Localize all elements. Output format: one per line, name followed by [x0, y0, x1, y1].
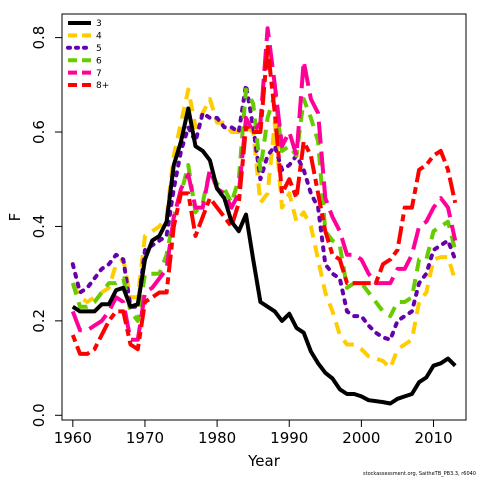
x-tick-label: 1980	[198, 429, 236, 447]
legend-label: 6	[96, 56, 102, 66]
y-tick-label: 0.6	[30, 120, 48, 144]
x-axis-title: Year	[247, 452, 281, 470]
y-tick-label: 0.8	[30, 26, 48, 50]
x-tick-label: 1970	[126, 429, 164, 447]
series-line-4	[71, 87, 458, 371]
legend: 3 4 5 6 7 8+	[66, 19, 109, 91]
legend-label: 4	[96, 32, 102, 42]
plot-frame	[61, 13, 467, 421]
axes-layer: 1960 1970 1980 1990 2000 2010 0.0 0.2 0.4 0.6 0.8	[30, 26, 453, 447]
y-tick-label: 0.0	[30, 403, 48, 427]
legend-label: 5	[96, 44, 102, 54]
x-tick-label: 1990	[270, 429, 308, 447]
series-layer	[70, 26, 458, 406]
y-tick-label: 0.2	[30, 309, 48, 333]
series-line-3	[71, 106, 457, 406]
x-tick-label: 2010	[414, 429, 452, 447]
series-line-8plus	[70, 45, 458, 356]
x-tick-label: 2000	[342, 429, 380, 447]
y-axis-title: F	[6, 213, 24, 222]
legend-label: 3	[96, 19, 102, 29]
legend-label: 8+	[96, 81, 109, 91]
x-tick-label: 1960	[54, 429, 92, 447]
legend-label: 7	[96, 69, 102, 79]
footer-caption: stockassessment.org, SaitheTB_PB3.3, r60…	[363, 471, 476, 477]
series-line-6	[70, 87, 458, 323]
y-tick-label: 0.4	[30, 215, 48, 239]
series-line-7	[70, 26, 458, 342]
